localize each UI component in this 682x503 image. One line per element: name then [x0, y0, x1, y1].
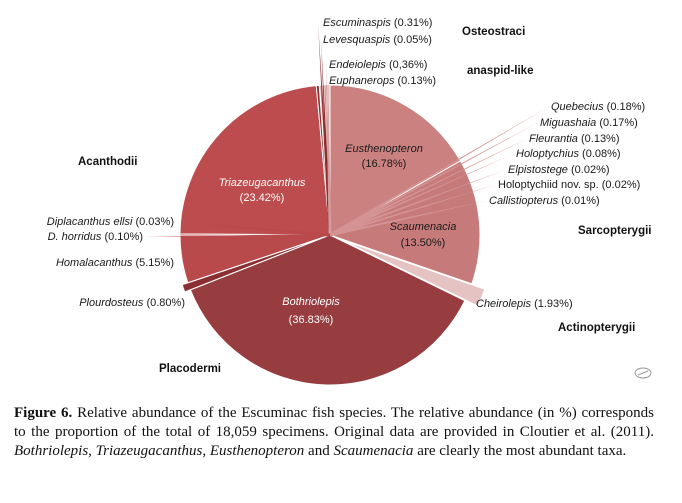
- label-fleurantia: Fleurantia (0.13%): [529, 133, 620, 145]
- spike-elpistostege: [329, 170, 505, 237]
- slice-eusthenopteron: [329, 84, 462, 236]
- pct-bothriolepis: (36.83%): [289, 314, 334, 326]
- label-quebecius: Quebecius (0.18%): [551, 101, 645, 113]
- label-holoptychius: Holoptychius (0.08%): [516, 148, 621, 160]
- label-escuminaspis: Escuminaspis (0.31%): [323, 17, 432, 29]
- label-miguashaia: Miguashaia (0.17%): [540, 117, 638, 129]
- slice-scaumenacia: [328, 160, 481, 285]
- watermark-icon: [634, 367, 652, 379]
- figure-caption: Figure 6. Relative abundance of the Escu…: [14, 404, 654, 461]
- spike-fleurantia: [329, 139, 526, 237]
- label-bothriolepis: Bothriolepis: [282, 296, 340, 308]
- slice-plourdosteus: [181, 236, 325, 293]
- group-acanthodii: Acanthodii: [78, 156, 137, 168]
- spike-holoptychius: [329, 154, 513, 237]
- group-placodermi: Placodermi: [159, 363, 221, 375]
- label-diplacanthus: Diplacanthus ellsi (0.03%): [47, 216, 174, 228]
- label-endeiolepis: Endeiolepis (0,36%): [329, 59, 427, 71]
- pct-triazeugacanthus: (23.42%): [240, 192, 285, 204]
- label-scaumenacia: Scaumenacia: [390, 221, 457, 233]
- spike-diplacanthus-ellsi: [177, 222, 331, 237]
- group-sarcopterygii: Sarcopterygii: [578, 225, 652, 237]
- caption-figure-label: Figure 6.: [14, 405, 73, 421]
- label-elpistostege: Elpistostege (0.02%): [508, 164, 610, 176]
- spike-holoptychiid-nov-sp: [329, 185, 495, 237]
- caption-text-1: Relative abundance of the Escuminac fish…: [14, 405, 655, 440]
- spike-d-horridus: [146, 233, 331, 237]
- spike-quebecius: [329, 107, 548, 237]
- leader-lines: [146, 22, 548, 237]
- pct-eusthenopteron: (16.78%): [362, 158, 407, 170]
- label-triazeugacanthus: Triazeugacanthus: [219, 177, 306, 189]
- caption-text-3: are clearly the most abundant taxa.: [413, 443, 627, 459]
- label-callistiopterus: Callistiopterus (0.01%): [489, 195, 600, 207]
- slice-bothriolepis: [189, 234, 466, 386]
- label-plourdosteus: Plourdosteus (0.80%): [79, 297, 185, 309]
- group-osteostraci: Osteostraci: [462, 26, 525, 38]
- pct-scaumenacia: (13.50%): [401, 237, 446, 249]
- group-anaspid-like: anaspid-like: [467, 65, 533, 77]
- caption-italic-taxa: Bothriolepis, Triazeugacanthus, Eustheno…: [14, 443, 305, 459]
- label-d-horridus: D. horridus (0.10%): [48, 231, 143, 243]
- label-holoptychiid: Holoptychiid nov. sp. (0.02%): [498, 179, 640, 191]
- caption-text-2: and: [304, 443, 334, 459]
- slice-labels: Escuminaspis (0.31%) Levesquaspis (0.05%…: [47, 17, 645, 326]
- pie-chart: Escuminaspis (0.31%) Levesquaspis (0.05%…: [47, 17, 652, 386]
- pie-slices: [179, 84, 486, 386]
- slice-triazeugacanthus: [179, 85, 331, 236]
- spike-callistiopterus: [329, 201, 486, 237]
- label-cheirolepis: Cheirolepis (1.93%): [476, 298, 573, 310]
- caption-italic-last: Scaumenacia: [333, 443, 414, 459]
- group-actinopterygii: Actinopterygii: [558, 322, 635, 334]
- label-eusthenopteron: Eusthenopteron: [345, 143, 423, 155]
- slice-cheirolepis: [342, 239, 486, 307]
- spike-miguashaia: [329, 123, 537, 237]
- spike-euphanerops: [328, 80, 332, 236]
- label-homalacanthus: Homalacanthus (5.15%): [56, 257, 174, 269]
- group-labels: Osteostraci anaspid-like Acanthodii Sarc…: [78, 26, 652, 375]
- label-levesquaspis: Levesquaspis (0.05%): [323, 34, 432, 46]
- label-euphanerops: Euphanerops (0.13%): [329, 75, 436, 87]
